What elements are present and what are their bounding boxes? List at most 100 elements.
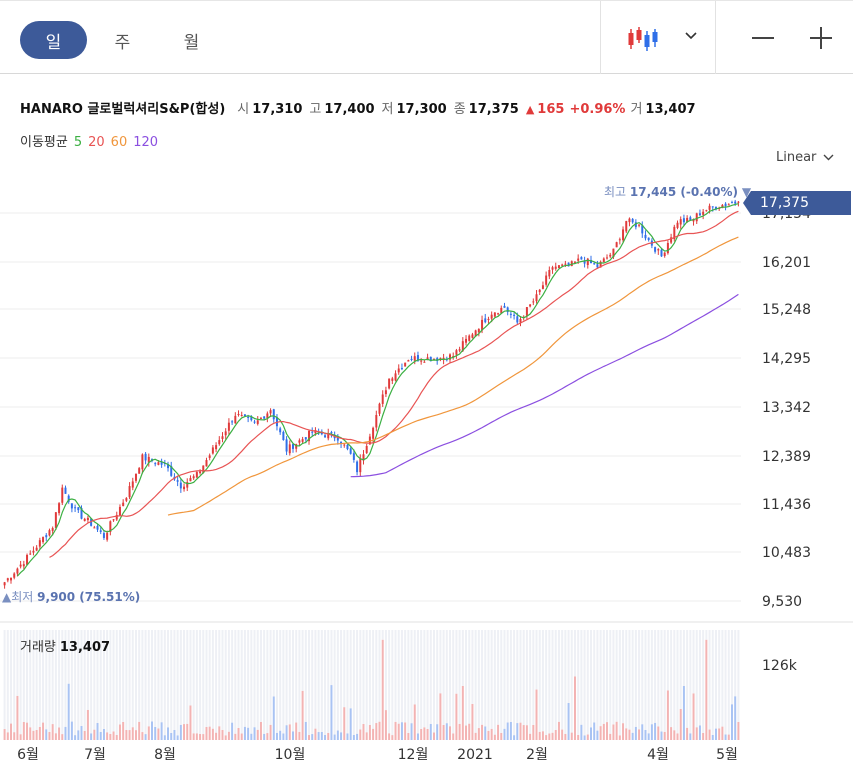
candle-body xyxy=(6,578,9,581)
tab-weekly[interactable]: 주 xyxy=(114,32,131,53)
volume-bg xyxy=(686,630,689,728)
volume-bar xyxy=(170,732,173,740)
volume-bg xyxy=(375,630,378,724)
volume-bar xyxy=(589,727,592,740)
volume-bg xyxy=(503,630,506,729)
candle-body xyxy=(359,458,362,473)
price-chart[interactable]: 17,15416,20115,24814,29513,34212,38911,4… xyxy=(0,160,853,767)
volume-bar xyxy=(115,734,118,740)
candle-body xyxy=(74,507,77,509)
candle-body xyxy=(397,368,400,373)
candle-body xyxy=(368,436,371,445)
volume-bg xyxy=(522,630,525,726)
volume-bg xyxy=(676,630,679,734)
candle-body xyxy=(686,217,689,223)
volume-bar xyxy=(721,726,724,740)
volume-bg xyxy=(247,630,250,728)
tab-daily[interactable]: 일 xyxy=(20,21,87,59)
volume-bar xyxy=(513,735,516,740)
volume-bg xyxy=(279,630,282,731)
volume-bg xyxy=(48,630,51,732)
candle-body xyxy=(484,318,487,323)
volume-bar xyxy=(660,731,663,740)
volume-bar xyxy=(432,732,435,740)
volume-bar xyxy=(606,722,609,740)
volume-bg xyxy=(263,630,266,734)
volume-bg xyxy=(721,630,724,727)
candle-body xyxy=(666,243,669,254)
volume-panel-label: 거래량 13,407 xyxy=(20,640,111,655)
ma-120-label[interactable]: 120 xyxy=(133,135,159,150)
volume-bar xyxy=(737,721,740,740)
volume-bg xyxy=(308,630,311,736)
volume-bar xyxy=(724,734,727,740)
zoom-out-button[interactable] xyxy=(750,23,776,53)
volume-bar xyxy=(404,722,407,740)
ma-5-label[interactable]: 5 xyxy=(73,135,83,150)
volume-bar xyxy=(449,726,452,740)
volume-bg xyxy=(64,630,67,727)
candle-body xyxy=(38,540,41,547)
candle-body xyxy=(234,415,237,424)
candle-body xyxy=(660,249,663,257)
volume-bar xyxy=(378,721,381,740)
ma-60-label[interactable]: 60 xyxy=(110,135,128,150)
volume-bg xyxy=(449,630,452,727)
ma-title: 이동평균 xyxy=(20,135,68,150)
volume-bg xyxy=(83,630,86,731)
volume-bar xyxy=(74,735,77,740)
volume-bar xyxy=(679,708,682,740)
candle-body xyxy=(147,456,150,463)
volume-bar xyxy=(622,723,625,740)
volume-bg xyxy=(211,630,214,729)
scale-selector[interactable]: Linear xyxy=(776,150,834,165)
volume-bg xyxy=(580,630,583,725)
candle-body xyxy=(679,219,682,225)
volume-bar xyxy=(564,733,567,740)
volume-bg xyxy=(259,630,262,722)
volume-bg xyxy=(253,630,256,728)
candle-body xyxy=(551,267,554,270)
volume-bg xyxy=(147,630,150,727)
candle-body xyxy=(227,422,230,431)
volume-panel-value: 13,407 xyxy=(59,640,111,655)
chart-type-selector[interactable] xyxy=(600,1,716,74)
volume-bar xyxy=(730,704,733,740)
tab-monthly[interactable]: 월 xyxy=(183,32,200,53)
candle-body xyxy=(538,289,541,293)
volume-bg xyxy=(557,630,560,722)
candle-body xyxy=(455,350,458,355)
candle-body xyxy=(711,206,714,208)
volume-bg xyxy=(609,630,612,734)
candle-body xyxy=(205,460,208,467)
candle-body xyxy=(160,461,163,465)
candle-body xyxy=(625,221,628,232)
x-tick-label: 2021 xyxy=(457,747,493,763)
volume-bg xyxy=(109,630,112,734)
volume-bg xyxy=(663,630,666,732)
volume-bar xyxy=(234,733,237,740)
volume-bar xyxy=(112,731,115,740)
candle-body xyxy=(461,341,464,351)
candle-body xyxy=(612,248,615,258)
volume-bg xyxy=(461,630,464,686)
y-tick-label: 15,248 xyxy=(762,302,811,318)
volume-bg xyxy=(144,630,147,735)
quote-summary: HANARO 글로벌럭셔리S&P(합성) 시 17,310 고 17,400 저… xyxy=(20,98,703,117)
candle-body xyxy=(420,360,423,362)
zoom-in-button[interactable] xyxy=(808,23,834,53)
volume-bg xyxy=(167,630,170,728)
volume-bar xyxy=(295,722,298,740)
volume-bar xyxy=(308,735,311,740)
volume-bar xyxy=(561,729,564,740)
volume-bg xyxy=(352,630,355,735)
volume-bar xyxy=(301,690,304,740)
candle-body xyxy=(67,495,70,502)
candle-body xyxy=(134,473,137,481)
volume-bar xyxy=(282,733,285,740)
volume-bar xyxy=(554,729,557,740)
volume-bg xyxy=(458,630,461,724)
volume-bg xyxy=(407,630,410,733)
volume-bg xyxy=(525,630,528,726)
ma-20-label[interactable]: 20 xyxy=(88,135,105,150)
